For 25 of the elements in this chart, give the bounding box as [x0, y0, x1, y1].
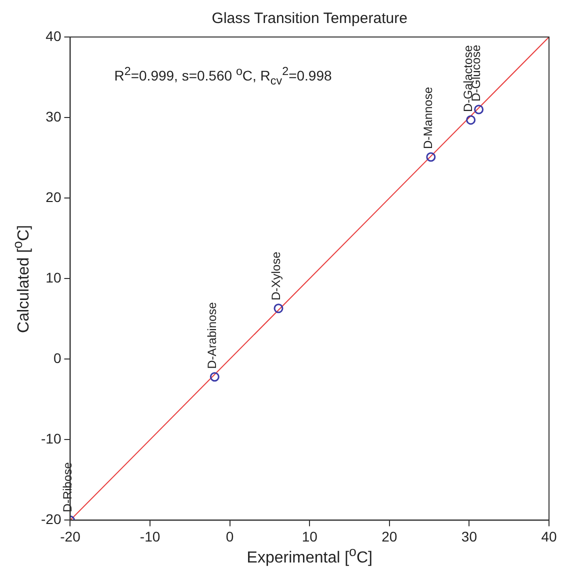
point	[474, 104, 484, 114]
annotation: D-Xylose	[268, 251, 283, 300]
y-tick-label: 30	[46, 108, 62, 124]
annotation: D-Mannose	[421, 86, 436, 149]
x-axis-title: Experimental [$^{o}$C]	[246, 544, 374, 568]
point	[466, 115, 476, 125]
point	[274, 304, 284, 314]
x-tick-label: -10	[140, 528, 160, 544]
chart-title: Glass Transition Temperature	[210, 10, 408, 27]
x-tick-label: 0	[226, 528, 234, 544]
x-tick-label: 40	[541, 528, 557, 544]
y-tick-label: -20	[41, 511, 62, 528]
point	[210, 372, 220, 382]
y-tick-label: 0	[53, 350, 62, 366]
x-tick-label: 30	[461, 528, 478, 544]
annotation: D-Arabinose	[204, 302, 219, 369]
y-tick-label: 40	[46, 28, 62, 44]
y-tick-label: -10	[41, 430, 62, 447]
y-tick-label: 20	[46, 188, 62, 205]
point	[426, 152, 436, 162]
x-tick-label: -20	[60, 528, 81, 544]
x-tick-label: 10	[302, 528, 318, 544]
y-tick-label: 10	[46, 269, 62, 286]
x-tick-label: 20	[382, 528, 398, 544]
annotation: R$^{2}$=0.999, s=0.560 $^{o}$C, R$_{cv}$$^{2}$=0.998	[114, 65, 332, 88]
